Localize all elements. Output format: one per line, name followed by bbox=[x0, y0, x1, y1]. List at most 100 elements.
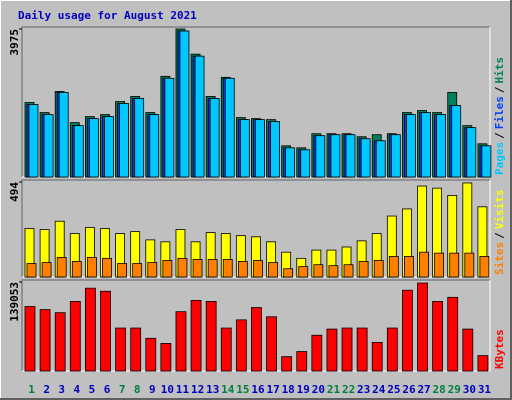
x-tick-label: 25 bbox=[387, 383, 400, 396]
bar bbox=[447, 296, 459, 372]
bar bbox=[268, 262, 278, 278]
bar bbox=[345, 134, 356, 178]
panel-border-dark bbox=[21, 179, 490, 277]
bar bbox=[373, 260, 384, 278]
bar bbox=[115, 327, 126, 372]
bar bbox=[343, 264, 354, 278]
bar bbox=[466, 127, 477, 178]
bar bbox=[388, 256, 399, 278]
bar bbox=[235, 319, 247, 372]
bar bbox=[462, 328, 474, 372]
bar bbox=[117, 263, 127, 278]
bar bbox=[375, 140, 386, 178]
x-tick-label: 21 bbox=[327, 383, 341, 396]
panel-border-dark bbox=[21, 26, 490, 177]
x-tick-label: 10 bbox=[161, 383, 174, 396]
bar bbox=[220, 327, 232, 372]
bar bbox=[100, 290, 111, 372]
bar bbox=[119, 103, 129, 178]
bar bbox=[56, 256, 67, 278]
x-tick-label: 3 bbox=[58, 383, 65, 396]
bar bbox=[270, 121, 280, 178]
chart-title: Daily usage for August 2021 bbox=[18, 9, 197, 22]
legend-entry: Hits bbox=[493, 57, 506, 84]
bar bbox=[222, 259, 233, 278]
x-tick-label: 8 bbox=[134, 383, 141, 396]
bar bbox=[130, 327, 142, 372]
bar bbox=[145, 337, 157, 372]
bar bbox=[283, 268, 294, 278]
legend-entry: Sites bbox=[493, 242, 506, 275]
bar bbox=[175, 311, 187, 372]
bar bbox=[149, 114, 160, 178]
bar bbox=[255, 119, 265, 178]
bar bbox=[71, 261, 82, 278]
bar bbox=[390, 134, 401, 178]
bar bbox=[134, 98, 145, 178]
bar bbox=[371, 341, 383, 372]
bar bbox=[298, 266, 309, 278]
legend-entry: Visits bbox=[493, 190, 506, 230]
bar bbox=[160, 343, 172, 372]
bar bbox=[464, 252, 475, 278]
x-tick-label: 20 bbox=[312, 383, 325, 396]
y-tick-label: 139053 bbox=[8, 282, 21, 322]
bar bbox=[190, 300, 202, 372]
bar bbox=[194, 55, 205, 178]
legend: Pages / Files / Hits bbox=[493, 57, 506, 175]
bar bbox=[451, 105, 462, 178]
bar bbox=[73, 125, 84, 178]
x-tick-label: 17 bbox=[266, 383, 279, 396]
x-tick-label: 1 bbox=[28, 383, 35, 396]
bar bbox=[358, 261, 369, 278]
bar bbox=[479, 256, 490, 278]
bar bbox=[253, 260, 263, 278]
bar bbox=[132, 263, 143, 278]
bar bbox=[69, 301, 81, 372]
legend: Sites / Visits bbox=[493, 190, 506, 276]
x-tick-label: 9 bbox=[149, 383, 156, 396]
panel-border-dark bbox=[21, 279, 490, 371]
legend-separator: / bbox=[493, 86, 506, 93]
bar bbox=[43, 114, 54, 178]
bar bbox=[296, 351, 308, 372]
bar bbox=[449, 252, 460, 278]
bar bbox=[102, 257, 112, 278]
bar bbox=[251, 307, 262, 372]
x-tick-label: 28 bbox=[433, 383, 446, 396]
y-tick-label: 494 bbox=[8, 182, 21, 202]
bar bbox=[147, 262, 158, 278]
bar bbox=[300, 149, 311, 178]
bar bbox=[311, 334, 323, 372]
legend-entry: KBytes bbox=[493, 329, 506, 369]
bar bbox=[477, 355, 489, 372]
bar bbox=[179, 30, 190, 178]
bar bbox=[205, 301, 217, 372]
x-tick-label: 23 bbox=[357, 383, 370, 396]
x-tick-label: 27 bbox=[417, 383, 430, 396]
bar bbox=[54, 312, 66, 372]
bar bbox=[328, 265, 339, 278]
bar bbox=[24, 306, 36, 372]
bar bbox=[360, 138, 371, 178]
bar bbox=[207, 259, 218, 278]
bar bbox=[164, 77, 175, 178]
x-tick-label: 13 bbox=[206, 383, 219, 396]
bar bbox=[41, 262, 52, 278]
x-tick-label: 26 bbox=[402, 383, 416, 396]
x-tick-label: 7 bbox=[119, 383, 126, 396]
bar bbox=[192, 259, 203, 278]
bar bbox=[239, 119, 250, 178]
x-tick-label: 2 bbox=[43, 383, 50, 396]
x-tick-label: 6 bbox=[104, 383, 111, 396]
bar bbox=[436, 114, 447, 178]
x-tick-label: 4 bbox=[74, 383, 81, 396]
x-tick-label: 16 bbox=[251, 383, 265, 396]
bar bbox=[404, 256, 414, 278]
bar bbox=[417, 282, 428, 372]
x-tick-label: 18 bbox=[282, 383, 295, 396]
bar bbox=[162, 260, 173, 278]
bar bbox=[88, 118, 99, 178]
bar bbox=[313, 264, 324, 278]
bar bbox=[26, 263, 37, 278]
